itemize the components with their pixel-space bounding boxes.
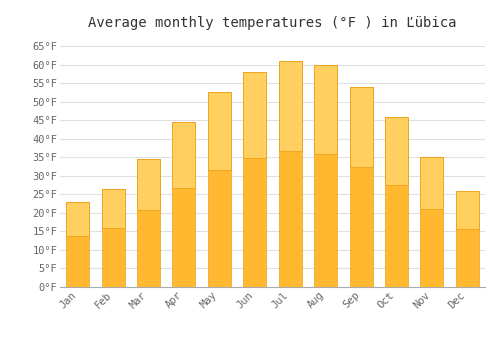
Bar xyxy=(420,157,444,287)
Bar xyxy=(172,122,196,287)
Bar xyxy=(385,117,408,287)
Bar xyxy=(244,72,266,158)
Bar xyxy=(244,72,266,287)
Bar xyxy=(314,65,337,287)
Bar xyxy=(456,191,479,229)
Bar xyxy=(350,87,372,167)
Bar xyxy=(208,92,231,170)
Bar xyxy=(137,159,160,287)
Bar xyxy=(314,65,337,154)
Bar xyxy=(137,159,160,210)
Bar xyxy=(278,61,301,151)
Bar xyxy=(66,202,89,287)
Bar xyxy=(278,61,301,287)
Bar xyxy=(208,92,231,287)
Bar xyxy=(420,157,444,209)
Bar xyxy=(172,122,196,188)
Bar xyxy=(456,191,479,287)
Bar xyxy=(385,117,408,185)
Bar xyxy=(102,189,124,228)
Bar xyxy=(66,202,89,236)
Bar xyxy=(350,87,372,287)
Bar xyxy=(102,189,124,287)
Title: Average monthly temperatures (°F ) in Ľübica: Average monthly temperatures (°F ) in Ľü… xyxy=(88,16,457,30)
